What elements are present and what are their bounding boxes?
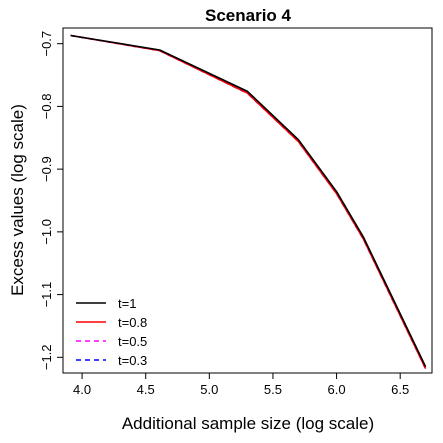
y-tick-label: −0.9 — [39, 156, 54, 182]
y-axis-label: Excess values (log scale) — [8, 104, 27, 296]
legend-label: t=0.5 — [118, 334, 147, 349]
x-axis-label: Additional sample size (log scale) — [122, 414, 374, 433]
x-tick-label: 6.5 — [391, 382, 409, 397]
x-tick-label: 4.5 — [137, 382, 155, 397]
x-tick-label: 5.0 — [200, 382, 218, 397]
y-axis: −0.7 −0.8 −0.9 −1.0 −1.1 −1.2 — [39, 31, 64, 370]
legend-label: t=0.3 — [118, 353, 147, 368]
y-tick-label: −0.8 — [39, 94, 54, 120]
series-lines — [70, 34, 427, 369]
x-tick-label: 4.0 — [73, 382, 91, 397]
legend-label: t=1 — [118, 296, 136, 311]
x-tick-label: 5.5 — [264, 382, 282, 397]
legend: t=1 t=0.8 t=0.5 t=0.3 — [76, 296, 147, 368]
x-tick-label: 6.0 — [328, 382, 346, 397]
legend-label: t=0.8 — [118, 315, 147, 330]
x-axis: 4.0 4.5 5.0 5.5 6.0 6.5 — [73, 372, 409, 397]
y-tick-label: −1.1 — [39, 282, 54, 308]
y-tick-label: −1.2 — [39, 344, 54, 370]
y-tick-label: −0.7 — [39, 31, 54, 57]
y-tick-label: −1.0 — [39, 219, 54, 245]
series-line-t-1 — [70, 34, 427, 368]
chart-title: Scenario 4 — [205, 6, 292, 25]
